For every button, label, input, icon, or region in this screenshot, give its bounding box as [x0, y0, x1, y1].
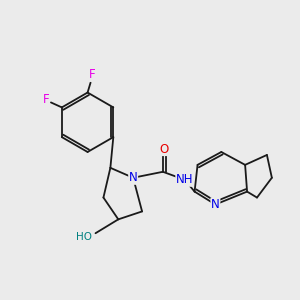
Text: N: N: [211, 198, 220, 211]
Text: F: F: [43, 93, 49, 106]
Text: HO: HO: [76, 232, 91, 242]
Text: NH: NH: [176, 173, 194, 186]
Text: N: N: [129, 171, 137, 184]
Text: F: F: [89, 68, 96, 81]
Text: O: O: [159, 142, 169, 155]
